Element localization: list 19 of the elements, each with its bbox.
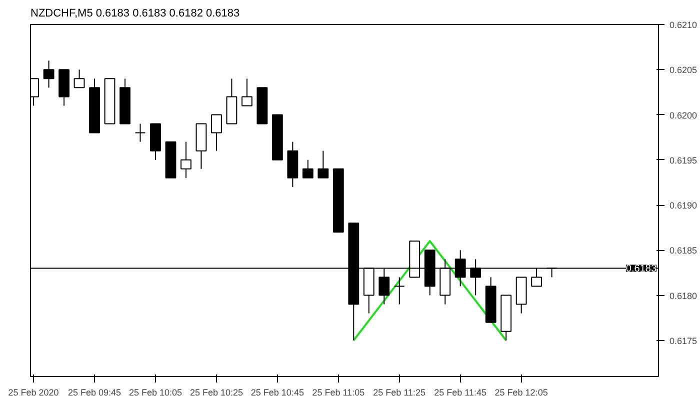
x-tick-label: 25 Feb 10:25 — [190, 388, 243, 398]
y-tick-label: 0.6195 — [670, 155, 698, 166]
y-tick-label: 0.6175 — [670, 336, 698, 346]
x-tick-label: 25 Feb 09:45 — [68, 388, 122, 398]
y-tick-label: 0.6190 — [670, 200, 698, 211]
y-tick-label: 0.6180 — [670, 290, 698, 301]
ref-line-label: 0.6183 — [626, 264, 657, 275]
y-tick-label: 0.6200 — [670, 110, 698, 120]
x-tick-label: 25 Feb 2020 — [8, 388, 59, 398]
y-tick-label: 0.6210 — [670, 20, 698, 30]
x-tick-label: 25 Feb 12:05 — [494, 388, 548, 398]
x-tick-label: 25 Feb 10:45 — [250, 388, 304, 398]
chart-title: NZDCHF,M5 0.6183 0.6183 0.6182 0.6183 — [30, 8, 240, 20]
x-tick-label: 25 Feb 11:45 — [434, 388, 487, 398]
x-tick-label: 25 Feb 10:05 — [128, 388, 182, 398]
y-tick-label: 0.6185 — [670, 246, 698, 256]
y-tick-label: 0.6205 — [670, 65, 698, 76]
x-tick-label: 25 Feb 11:05 — [312, 388, 365, 398]
x-tick-label: 25 Feb 11:25 — [373, 388, 426, 398]
